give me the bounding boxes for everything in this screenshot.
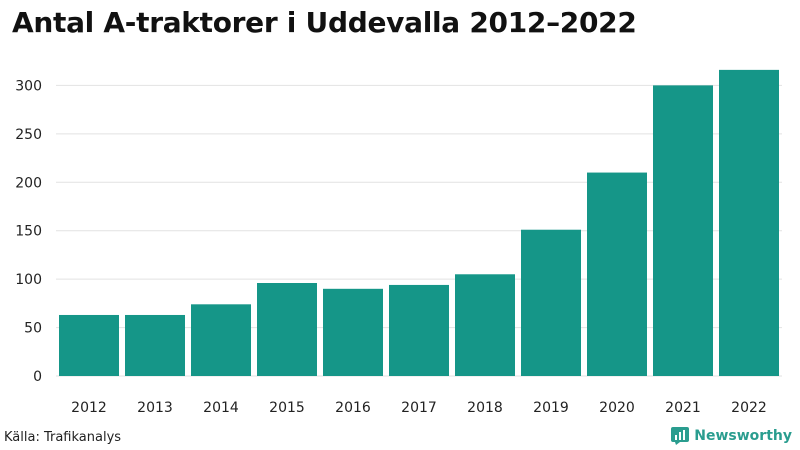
- x-tick-label: 2018: [467, 400, 503, 416]
- newsworthy-logo-icon: [671, 427, 690, 445]
- bar-2020: [587, 172, 647, 376]
- bar-2014: [191, 304, 251, 376]
- bar-2015: [257, 283, 317, 376]
- x-tick-label: 2014: [203, 400, 239, 416]
- bar-2012: [59, 314, 119, 376]
- y-tick-label: 50: [24, 321, 42, 337]
- x-tick-label: 2022: [731, 400, 767, 416]
- x-tick-label: 2015: [269, 400, 305, 416]
- y-tick-label: 300: [15, 78, 42, 94]
- x-tick-label: 2020: [599, 400, 635, 416]
- x-tick-label: 2016: [335, 400, 371, 416]
- bar-2022: [719, 69, 779, 376]
- bar-2013: [125, 314, 185, 376]
- x-tick-label: 2012: [71, 400, 107, 416]
- bar-2017: [389, 284, 449, 376]
- bar-2019: [521, 229, 581, 376]
- bar-2016: [323, 288, 383, 376]
- y-tick-label: 250: [15, 127, 42, 143]
- x-tick-label: 2013: [137, 400, 173, 416]
- bar-2021: [653, 85, 713, 376]
- chart-title: Antal A-traktorer i Uddevalla 2012–2022: [12, 6, 637, 39]
- x-tick-label: 2021: [665, 400, 701, 416]
- brand-logo[interactable]: Newsworthy: [671, 427, 792, 445]
- y-tick-label: 150: [15, 224, 42, 240]
- source-note: Källa: Trafikanalys: [4, 430, 122, 445]
- bar-2018: [455, 274, 515, 376]
- brand-name: Newsworthy: [694, 428, 792, 444]
- y-tick-label: 200: [15, 175, 42, 191]
- x-tick-label: 2019: [533, 400, 569, 416]
- y-tick-label: 100: [15, 272, 42, 288]
- y-tick-label: 0: [33, 369, 42, 385]
- x-tick-label: 2017: [401, 400, 437, 416]
